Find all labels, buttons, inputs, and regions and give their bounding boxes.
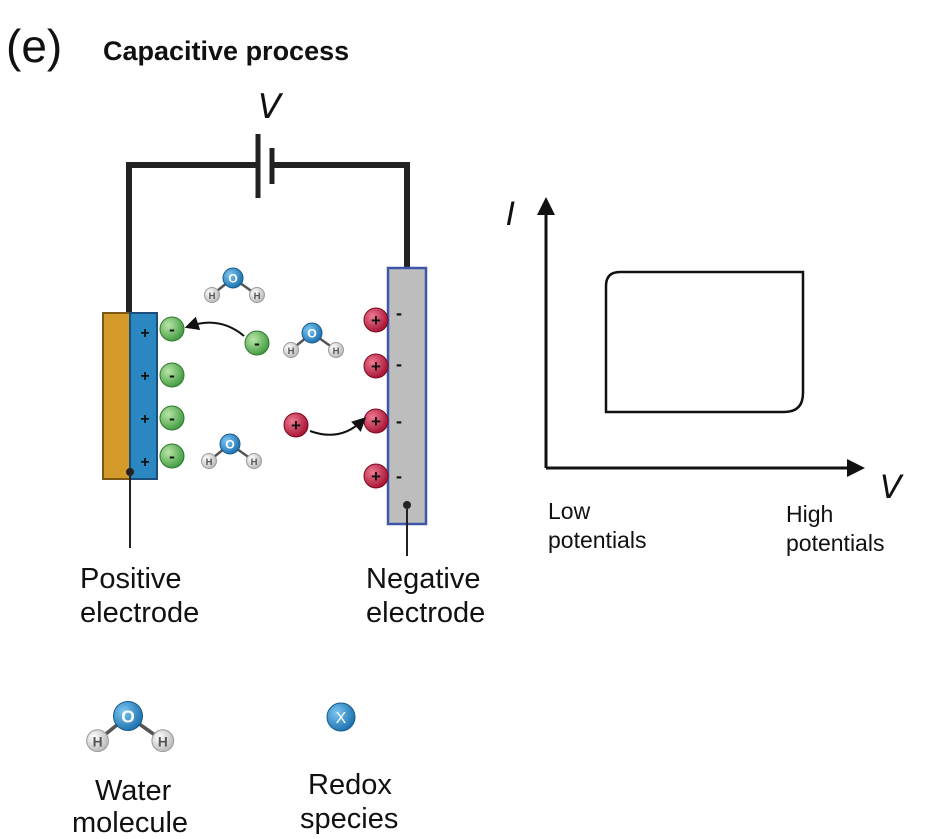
cation-sign: + xyxy=(371,412,381,431)
cation-sign: + xyxy=(371,357,381,376)
legend-water-label-line2: molecule xyxy=(72,807,188,839)
electrode-minus-sign: - xyxy=(396,466,402,486)
anion-sign: - xyxy=(169,447,175,466)
cv-plot xyxy=(537,197,865,477)
positive-electrode-label-line2: electrode xyxy=(80,597,199,629)
hydrogen-atom-label: H xyxy=(158,734,168,749)
oxygen-atom-label: O xyxy=(225,438,234,452)
low-potentials-line2: potentials xyxy=(548,527,646,553)
cation-icon: + xyxy=(363,353,389,379)
oxygen-atom-label: O xyxy=(228,272,237,286)
hydrogen-atom-label: H xyxy=(288,346,295,357)
negative-electrode xyxy=(386,266,428,556)
anion-icon: - xyxy=(244,330,270,356)
low-potentials-line1: Low xyxy=(548,498,591,524)
cation-sign: + xyxy=(371,467,381,486)
anion-migration-arrow xyxy=(184,316,245,337)
positive-electrode-label-line1: Positive xyxy=(80,563,182,595)
oxygen-atom-label: O xyxy=(121,707,135,727)
redox-species-symbol: X xyxy=(336,710,347,727)
electrode-plus-sign: + xyxy=(140,325,149,342)
legend-redox-species-icon: X xyxy=(326,702,356,732)
water-molecule-icon: H H O xyxy=(204,267,265,303)
cation-icon: + xyxy=(283,412,309,438)
legend-redox-label-line2: species xyxy=(300,803,398,835)
cation-sign: + xyxy=(291,416,301,435)
legend-redox-label-line1: Redox xyxy=(308,769,392,801)
anion-icon: - xyxy=(159,405,185,431)
voltage-label: V xyxy=(258,87,284,127)
hydrogen-atom-label: H xyxy=(209,291,216,302)
anion-icon: - xyxy=(159,316,185,342)
electrode-plus-sign: + xyxy=(140,368,149,385)
hydrogen-atom-label: H xyxy=(251,457,258,468)
water-molecule-icon: H H O xyxy=(201,433,262,469)
cation-icon: + xyxy=(363,463,389,489)
cation-icon: + xyxy=(363,408,389,434)
electrode-minus-sign: - xyxy=(396,303,402,323)
electrode-minus-sign: - xyxy=(396,354,402,374)
negative-electrode-label-line2: electrode xyxy=(366,597,485,629)
anion-sign: - xyxy=(169,366,175,385)
water-molecule-icon: H H O xyxy=(86,701,175,753)
oxygen-atom-label: O xyxy=(307,327,316,341)
high-potentials-line2: potentials xyxy=(786,530,884,556)
anion-sign: - xyxy=(254,334,260,353)
potential-axis-label: V xyxy=(880,468,904,506)
negative-surface-charges: - - - - xyxy=(396,303,402,486)
diagram-title: Capacitive process xyxy=(103,36,349,66)
battery-icon xyxy=(255,134,275,198)
legend-water-label-line1: Water xyxy=(95,775,172,807)
water-molecules-layer: H H O H H O H H O xyxy=(201,267,344,469)
high-potentials-line1: High xyxy=(786,501,833,527)
cation-icon: + xyxy=(363,307,389,333)
hydrogen-atom-label: H xyxy=(206,457,213,468)
anion-sign: - xyxy=(169,409,175,428)
anion-icon: - xyxy=(159,443,185,469)
electrode-minus-sign: - xyxy=(396,411,402,431)
cation-migration-arrow xyxy=(309,417,367,436)
hydrogen-atom-label: H xyxy=(93,734,103,749)
electrode-plus-sign: + xyxy=(140,454,149,471)
negative-electrode-label-line1: Negative xyxy=(366,563,480,595)
circuit-wire xyxy=(126,162,410,312)
ions-layer: - - - - - + + + + + xyxy=(159,307,389,489)
cv-curve xyxy=(604,270,805,414)
water-molecule-icon: H H O xyxy=(283,322,344,358)
anion-icon: - xyxy=(159,362,185,388)
legend-water-molecule-icon: H H O xyxy=(86,701,175,753)
electrode-plus-sign: + xyxy=(140,411,149,428)
positive-surface-charges: + + + + xyxy=(140,325,149,471)
cation-sign: + xyxy=(371,311,381,330)
current-axis-label: I xyxy=(506,195,515,233)
positive-electrode xyxy=(102,312,158,548)
hydrogen-atom-label: H xyxy=(333,346,340,357)
hydrogen-atom-label: H xyxy=(254,291,261,302)
anion-sign: - xyxy=(169,320,175,339)
panel-label: (e) xyxy=(6,20,62,72)
